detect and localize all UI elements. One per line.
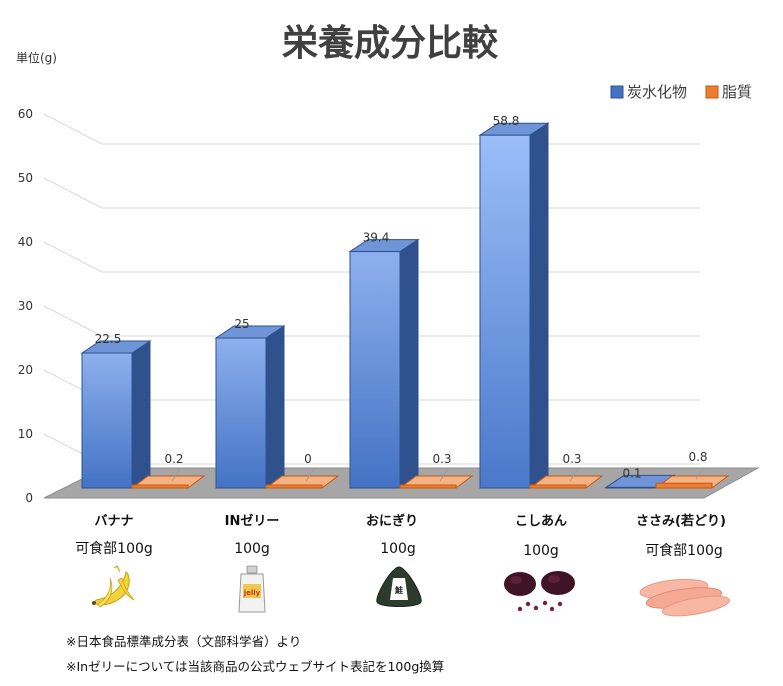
data-label-carb: 39.4: [363, 231, 390, 245]
bar-fat: [130, 475, 206, 489]
bar-carb-front: [81, 352, 133, 489]
legend-label-carb: 炭水化物: [627, 83, 687, 101]
data-label-leader: [695, 466, 705, 480]
category-label-onigiri: おにぎり: [366, 513, 418, 529]
data-label-leader: [569, 468, 579, 482]
data-label-fat: 0.3: [432, 452, 451, 466]
bar-fat: [398, 475, 474, 489]
data-label-carb: 25: [234, 317, 249, 331]
koshian-icon: [504, 571, 575, 612]
banana-icon: [92, 565, 135, 608]
svg-text:jelly: jelly: [243, 589, 261, 597]
y-tick-label: 30: [18, 299, 33, 313]
data-label-fat: 0.3: [562, 452, 581, 466]
bar-carb-side: [131, 340, 151, 489]
y-tick-label: 50: [18, 171, 33, 185]
category-amount-koshian: 100g: [523, 543, 559, 559]
legend-swatch-fat: [705, 85, 719, 99]
unit-label: 単位(g): [16, 50, 57, 65]
legend-label-fat: 脂質: [722, 83, 752, 101]
data-label-carb: 58.8: [493, 114, 520, 128]
data-label-leader: [171, 468, 181, 482]
bar-carb: [348, 238, 420, 489]
bar-fat-front: [529, 484, 587, 489]
data-label-fat: 0.2: [164, 452, 183, 466]
bar-fat-front: [655, 482, 713, 489]
y-tick-label: 40: [18, 235, 33, 249]
category-amount-sasami: 可食部100g: [645, 542, 723, 559]
category-label-banana: バナナ: [94, 514, 133, 529]
bar-carb-front: [605, 486, 657, 489]
bar-fat: [654, 475, 730, 489]
bar-fat-front: [131, 484, 189, 489]
bar-carb-front: [215, 337, 267, 489]
bar-carb-side: [399, 238, 419, 489]
chicken-breast-icon: [639, 578, 731, 617]
gridline: [43, 177, 700, 209]
bar-fat: [528, 475, 604, 489]
bar-carb: [80, 340, 152, 489]
jelly-pouch-icon: jelly: [238, 565, 266, 613]
bar-fat-front: [399, 484, 457, 489]
data-label-carb: 0.1: [622, 466, 641, 480]
bar-carb-front: [349, 251, 401, 489]
legend: 炭水化物 脂質: [610, 83, 752, 101]
legend-swatch-carb: [610, 85, 624, 99]
chart-title: 栄養成分比較: [282, 23, 499, 64]
data-label-carb: 22.5: [95, 332, 122, 346]
category-label-koshian: こしあん: [515, 514, 567, 529]
category-amount-banana: 可食部100g: [75, 540, 153, 557]
source-note: ※日本食品標準成分表（文部科学省）より: [66, 634, 301, 649]
y-tick-label: 60: [18, 107, 33, 121]
y-tick-label: 0: [25, 491, 33, 505]
bar-fat-front: [265, 484, 323, 489]
onigiri-icon: 鮭: [376, 566, 422, 607]
category-label-in-jelly: INゼリー: [225, 513, 280, 529]
bar-carb-side: [265, 325, 285, 489]
category-amount-onigiri: 100g: [380, 541, 416, 557]
data-label-leader: [305, 468, 315, 482]
jelly-note: ※Inゼリーについては当該商品の公式ウェブサイト表記を100g換算: [66, 659, 444, 674]
gridline: [43, 113, 700, 145]
data-label-fat: 0.8: [688, 450, 707, 464]
bar-carb: [214, 325, 286, 489]
category-label-sasami: ささみ(若どり): [636, 513, 726, 529]
data-label-fat: 0: [304, 452, 312, 466]
bar-carb-side: [529, 122, 549, 489]
bar-fat: [264, 475, 340, 489]
svg-text:鮭: 鮭: [394, 585, 403, 595]
data-label-leader: [439, 468, 449, 482]
y-tick-label: 20: [18, 363, 33, 377]
category-amount-in-jelly: 100g: [234, 541, 270, 557]
bar-carb-front: [479, 134, 531, 489]
y-tick-label: 10: [18, 427, 33, 441]
bar-carb: [478, 122, 550, 489]
